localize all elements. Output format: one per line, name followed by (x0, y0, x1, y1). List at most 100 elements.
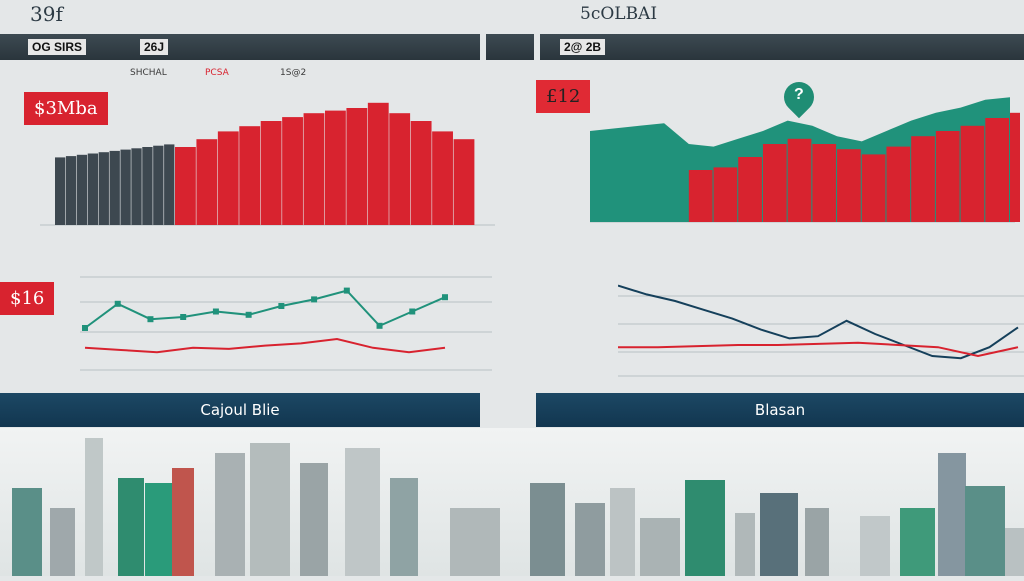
red-area-bar-5 (713, 167, 738, 222)
red-area-bar-17 (1010, 112, 1020, 222)
right-caption-band: Blasan (536, 393, 1024, 427)
grey-bar-2 (76, 154, 88, 225)
building-18 (760, 493, 798, 576)
mid-left-line-1 (84, 337, 446, 354)
red-bar-13 (453, 139, 475, 225)
red-area-bar-6 (738, 157, 762, 222)
building-5 (172, 468, 194, 576)
red-bar-5 (282, 117, 303, 225)
top-left-note-c: 1S@2 (280, 68, 307, 78)
top-right-chart (590, 97, 1020, 223)
header-left-number: 39f (30, 2, 63, 26)
mid-left-point-0 (82, 325, 88, 331)
skyline-illustration (12, 438, 1024, 576)
red-area-bar-14 (935, 131, 960, 222)
divider-bar (486, 34, 534, 60)
building-13 (575, 503, 605, 576)
red-area-bar-7 (762, 144, 787, 222)
red-bar-12 (432, 131, 453, 225)
building-17 (735, 513, 755, 576)
mid-left-point-10 (409, 308, 416, 315)
mid-right-line-0 (618, 284, 1019, 360)
building-2 (85, 438, 103, 576)
mid-left-tag: $16 (0, 282, 55, 315)
top-right-tag: £12 (536, 80, 591, 113)
mid-left-point-11 (442, 294, 448, 301)
left-caption: Cajoul Blie (200, 401, 280, 419)
city-skyline (0, 428, 1024, 576)
building-8 (300, 463, 328, 576)
building-21 (900, 508, 935, 576)
grey-bar-0 (55, 157, 66, 225)
mid-left-point-1 (114, 300, 121, 307)
grey-bar-8 (142, 147, 153, 225)
building-0 (12, 488, 42, 576)
building-22 (938, 453, 966, 576)
red-area-bar-15 (960, 125, 985, 222)
mid-left-point-2 (147, 316, 154, 323)
building-14 (610, 488, 635, 576)
left-bar-label-b: 26J (140, 39, 169, 55)
building-9 (345, 448, 380, 576)
red-area-bar-13 (911, 136, 935, 222)
grey-bar-3 (87, 153, 99, 225)
red-area-bar-11 (861, 154, 886, 222)
red-bar-8 (346, 108, 368, 225)
left-header-bar: OG SIRS 26J (0, 34, 480, 60)
red-bar-4 (260, 121, 282, 225)
mid-left-point-3 (180, 314, 187, 320)
building-1 (50, 508, 75, 576)
mid-left-point-9 (376, 322, 383, 329)
mid-left-point-4 (212, 308, 219, 315)
grey-bar-4 (98, 152, 109, 225)
mid-left-point-7 (311, 296, 318, 303)
building-6 (215, 453, 245, 576)
right-header-bar: 2@ 2B (540, 34, 1024, 60)
top-right-marker: ? (794, 86, 804, 103)
red-bar-2 (217, 131, 239, 225)
left-bar-label-a: OG SIRS (28, 39, 87, 55)
mid-left-chart (80, 276, 492, 371)
right-caption: Blasan (754, 401, 806, 419)
top-left-tag: $3Mba (24, 92, 108, 125)
red-bar-11 (410, 121, 432, 225)
mid-left-point-6 (278, 303, 285, 309)
building-16 (685, 480, 725, 576)
mid-left-point-5 (245, 311, 252, 318)
grey-bar-9 (153, 145, 164, 225)
right-bar-label: 2@ 2B (560, 39, 606, 55)
building-12 (530, 483, 565, 576)
red-bar-3 (239, 126, 261, 225)
building-10 (390, 478, 418, 576)
mid-left-point-8 (343, 287, 350, 294)
red-area-bar-8 (787, 138, 812, 222)
red-bar-6 (303, 113, 325, 225)
top-left-note-a: SHCHAL (130, 68, 167, 78)
grey-bar-5 (109, 150, 120, 225)
building-11 (450, 508, 500, 576)
red-bar-9 (367, 102, 389, 225)
building-4 (145, 483, 173, 576)
grey-bar-1 (65, 156, 77, 225)
red-bar-7 (325, 110, 346, 225)
red-area-bar-16 (985, 118, 1009, 222)
red-bar-0 (175, 147, 196, 225)
mid-right-chart (618, 284, 1024, 377)
building-23 (965, 486, 1005, 576)
top-left-note-b: PCSA (205, 68, 229, 78)
mid-left-line-0 (84, 289, 446, 329)
grey-bar-6 (120, 149, 131, 225)
mid-right-line-1 (618, 341, 1019, 358)
red-bar-1 (196, 139, 218, 225)
red-bar-10 (389, 113, 411, 225)
building-15 (640, 518, 680, 576)
red-area-bar-12 (886, 146, 911, 222)
left-caption-band: Cajoul Blie (0, 393, 480, 427)
building-7 (250, 443, 290, 576)
building-19 (805, 508, 829, 576)
red-area-bar-9 (812, 144, 837, 222)
grey-bar-7 (131, 148, 142, 225)
top-left-chart (40, 102, 495, 226)
grey-bar-10 (164, 144, 175, 225)
header-right-title: 5cOLBAI (580, 4, 658, 24)
